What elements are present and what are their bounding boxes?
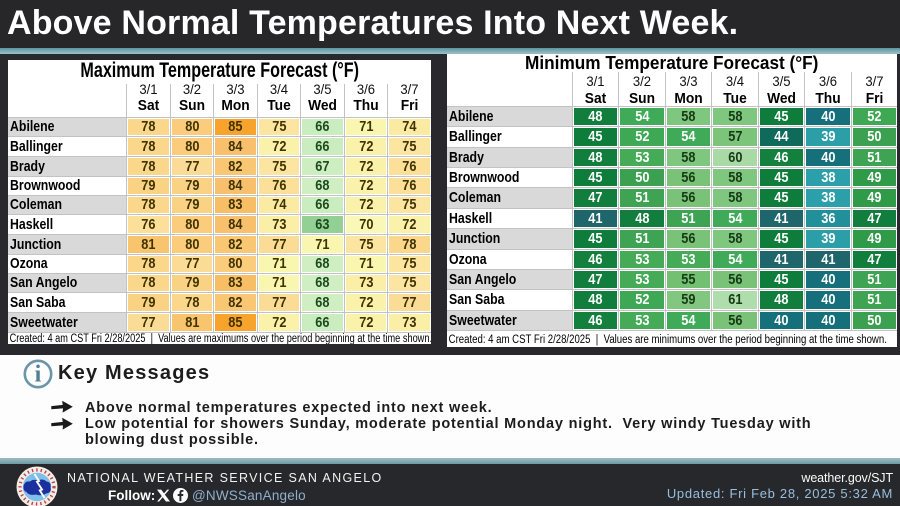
svg-text:i: i (35, 361, 42, 387)
